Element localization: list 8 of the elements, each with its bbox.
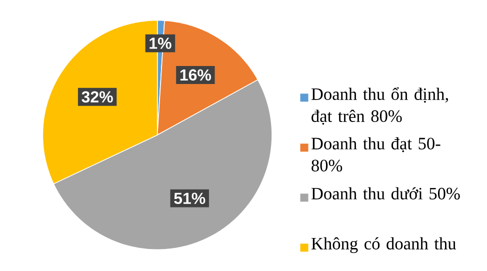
- legend-label: Doanh thu ổn định, đạt trên 80%: [311, 87, 448, 125]
- legend-label: Không có doanh thu: [311, 237, 456, 254]
- data-label: 32%: [82, 91, 113, 103]
- data-label: 1%: [150, 38, 172, 49]
- legend-label: Doanh thu dưới 50%: [311, 187, 460, 200]
- data-label: 51%: [174, 192, 206, 204]
- data-label: 16%: [180, 69, 212, 81]
- legend-label: Doanh thu đạt 50-80%: [311, 137, 440, 172]
